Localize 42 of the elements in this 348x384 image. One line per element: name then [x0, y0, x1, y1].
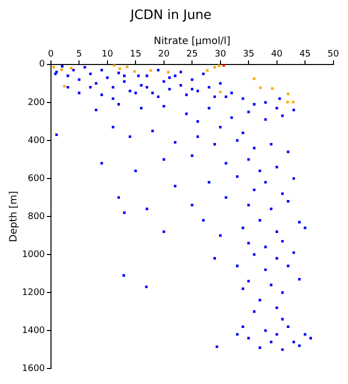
y-tick-label: 800	[28, 212, 46, 222]
point	[118, 67, 122, 70]
point	[206, 69, 209, 72]
point	[292, 100, 294, 104]
x-tick-label: 35	[242, 49, 254, 60]
x-tick-label: 25	[186, 49, 198, 60]
y-tick-label: 1600	[22, 364, 46, 374]
point	[213, 66, 216, 69]
point	[286, 92, 290, 96]
x-tick-label: 40	[271, 49, 283, 60]
point	[271, 87, 274, 90]
y-tick-label: 200	[28, 98, 46, 108]
point	[70, 66, 73, 70]
y-tick-label: 400	[28, 136, 46, 146]
point	[219, 90, 222, 94]
y-tick-label: 0	[39, 60, 46, 70]
point	[133, 70, 136, 73]
y-tick-label: 1200	[22, 288, 46, 298]
point	[259, 86, 262, 90]
x-tick-label: 30	[214, 49, 226, 60]
point	[126, 66, 128, 68]
point	[218, 64, 220, 68]
x-tick-label: 10	[102, 49, 114, 60]
point	[63, 84, 66, 88]
x-tick-label: 50	[328, 49, 340, 60]
point	[52, 66, 55, 69]
chart-title: JCDN in June	[129, 8, 212, 24]
y-axis-title: Depth [m]	[8, 190, 20, 242]
x-tick-label: 45	[299, 49, 311, 60]
point	[252, 77, 256, 80]
x-tick-label: 15	[130, 49, 142, 60]
point	[286, 100, 289, 104]
point	[150, 69, 152, 72]
y-tick-label: 1000	[22, 250, 46, 260]
y-tick-label: 1400	[22, 326, 46, 336]
x-axis-title: Nitrate [µmol/l]	[154, 36, 230, 48]
y-tick-label: 600	[28, 174, 46, 184]
x-tick-label: 5	[76, 49, 82, 60]
x-tick-label: 20	[158, 49, 170, 60]
point	[60, 68, 63, 71]
x-tick-label: 0	[48, 49, 54, 60]
point	[167, 70, 170, 74]
